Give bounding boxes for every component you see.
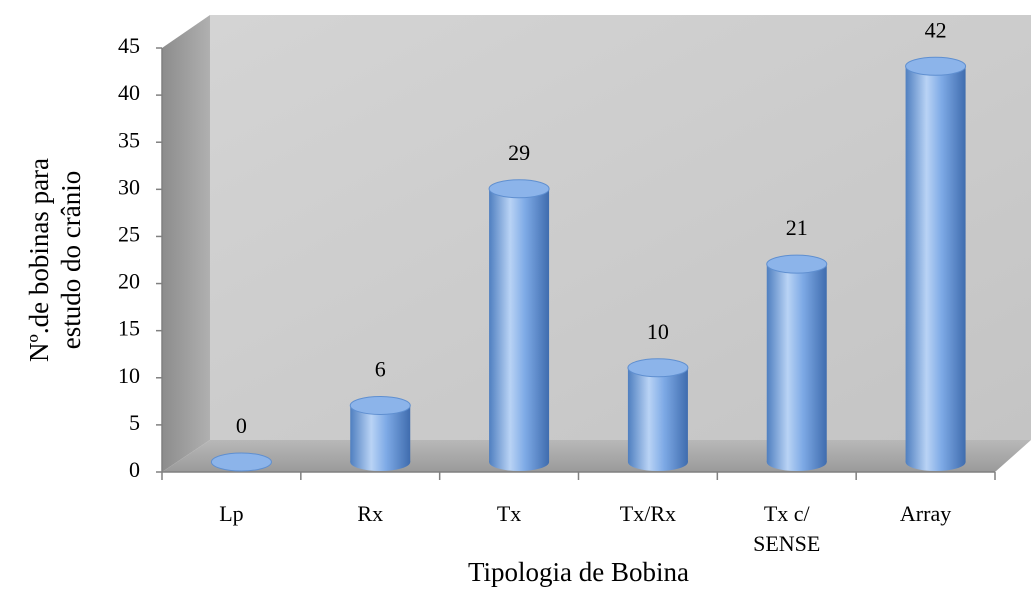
bar-body xyxy=(905,66,966,463)
plot xyxy=(210,56,967,472)
x-axis-title: Tipologia de Bobina xyxy=(468,557,689,587)
y-tick-label: 10 xyxy=(118,363,140,388)
bar-body xyxy=(489,188,550,462)
y-tick-label: 15 xyxy=(118,316,140,341)
bar-base xyxy=(489,453,550,471)
x-tick-label: Tx/Rx xyxy=(620,501,676,526)
bar-top xyxy=(349,395,411,415)
y-tick-label: 30 xyxy=(118,174,140,199)
y-tick-label: 45 xyxy=(118,33,140,58)
bar-base xyxy=(627,453,688,471)
bar-body xyxy=(766,264,827,462)
bar-top xyxy=(488,179,550,199)
y-tick-label: 40 xyxy=(118,80,140,105)
floor xyxy=(162,440,1031,472)
bar-body xyxy=(627,367,688,462)
side-wall xyxy=(162,15,210,472)
bar-base xyxy=(766,453,827,471)
x-tick-label: Array xyxy=(900,501,951,526)
bar-top xyxy=(905,56,967,76)
value-label: 29 xyxy=(508,140,530,165)
x-tick-label: Tx c/SENSE xyxy=(753,501,820,556)
x-tick-label: Tx xyxy=(497,501,521,526)
y-tick-label: 0 xyxy=(129,457,140,482)
bar-base xyxy=(350,453,411,471)
value-label: 6 xyxy=(375,357,386,382)
bar-top xyxy=(766,254,828,274)
x-tick-label: Lp xyxy=(219,501,243,526)
value-label: 0 xyxy=(236,413,247,438)
y-axis-title: Nº.de bobinas paraestudo do crânio xyxy=(24,158,86,362)
value-label: 21 xyxy=(786,215,808,240)
value-label: 10 xyxy=(647,319,669,344)
y-tick-label: 35 xyxy=(118,127,140,152)
y-tick-label: 5 xyxy=(129,410,140,435)
bar-top xyxy=(627,358,689,378)
y-tick-label: 25 xyxy=(118,221,140,246)
bar-top xyxy=(210,452,272,472)
y-tick-label: 20 xyxy=(118,269,140,294)
bar-base xyxy=(905,453,966,471)
x-tick-label: Rx xyxy=(357,501,383,526)
value-label: 42 xyxy=(925,17,947,42)
